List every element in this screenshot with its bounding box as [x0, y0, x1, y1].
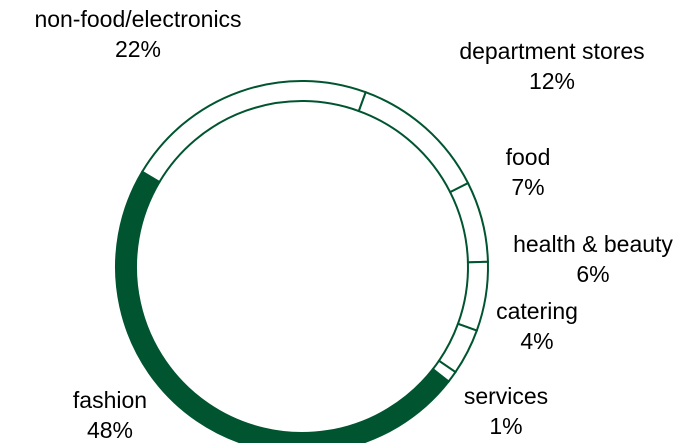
- slice-fashion: [115, 170, 450, 443]
- label-name: health & beauty: [513, 231, 673, 257]
- label-non-food-electronics: non-food/electronics 22%: [34, 4, 241, 64]
- slice-food: [448, 181, 489, 264]
- label-name: fashion: [72, 387, 148, 413]
- label-services: services 1%: [464, 381, 548, 441]
- label-percent: 1%: [489, 413, 523, 439]
- label-name: catering: [496, 298, 578, 324]
- label-percent: 6%: [576, 261, 610, 287]
- label-percent: 48%: [86, 417, 134, 443]
- label-name: food: [505, 144, 551, 170]
- label-food: food 7%: [506, 142, 551, 202]
- label-fashion: fashion 48%: [73, 385, 147, 445]
- slice-health-beauty: [456, 260, 489, 332]
- label-name: services: [463, 383, 549, 409]
- label-department-stores: department stores 12%: [459, 36, 644, 96]
- label-percent: 7%: [511, 174, 545, 200]
- label-name: non-food/electronics: [34, 6, 242, 32]
- label-percent: 12%: [528, 68, 576, 94]
- label-percent: 4%: [520, 328, 554, 354]
- label-catering: catering 4%: [496, 296, 578, 356]
- label-percent: 22%: [114, 36, 162, 62]
- slice-department-stores: [357, 90, 470, 194]
- slice-non-food-electronics: [140, 80, 367, 184]
- label-name: department stores: [459, 38, 645, 64]
- label-health-beauty: health & beauty 6%: [513, 229, 673, 289]
